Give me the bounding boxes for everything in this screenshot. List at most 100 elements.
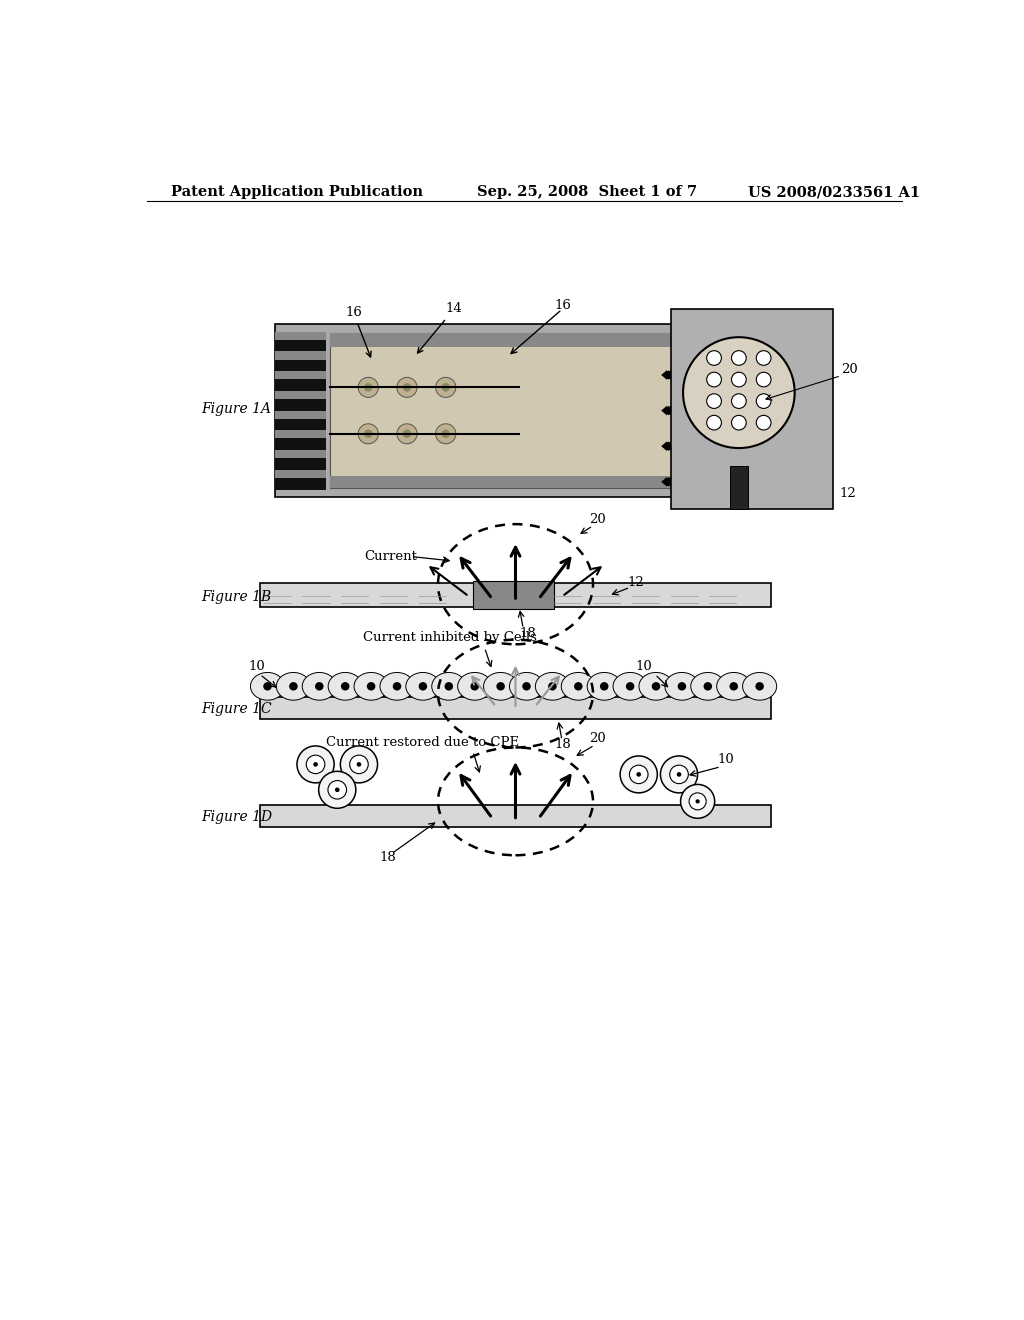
Circle shape: [677, 772, 681, 776]
Circle shape: [397, 424, 417, 444]
Polygon shape: [665, 478, 676, 487]
Circle shape: [731, 416, 746, 430]
Circle shape: [630, 766, 648, 784]
Text: 10: 10: [636, 660, 652, 673]
Circle shape: [681, 784, 715, 818]
Circle shape: [731, 351, 746, 366]
Circle shape: [757, 372, 771, 387]
Bar: [275, 430, 326, 438]
Circle shape: [707, 416, 722, 430]
Polygon shape: [671, 442, 682, 451]
Circle shape: [364, 429, 373, 438]
Polygon shape: [671, 478, 682, 487]
Bar: [729, 466, 749, 508]
Ellipse shape: [354, 672, 388, 700]
Bar: [275, 359, 326, 371]
Circle shape: [756, 682, 764, 690]
Polygon shape: [667, 371, 678, 380]
Bar: [330, 333, 675, 488]
Circle shape: [318, 771, 356, 808]
Text: 16: 16: [345, 306, 371, 356]
Ellipse shape: [639, 672, 673, 700]
Circle shape: [335, 788, 340, 792]
Ellipse shape: [432, 672, 466, 700]
Circle shape: [678, 682, 686, 690]
Bar: [330, 477, 675, 488]
Circle shape: [621, 756, 657, 793]
Circle shape: [548, 682, 557, 690]
Text: Figure 1C: Figure 1C: [202, 702, 272, 715]
Polygon shape: [662, 371, 672, 380]
Text: 14: 14: [418, 302, 463, 352]
Bar: [275, 450, 326, 458]
Circle shape: [313, 762, 317, 767]
Polygon shape: [671, 371, 682, 380]
Polygon shape: [669, 478, 680, 487]
Circle shape: [297, 746, 334, 783]
Circle shape: [660, 756, 697, 793]
Text: Sep. 25, 2008  Sheet 1 of 7: Sep. 25, 2008 Sheet 1 of 7: [477, 185, 697, 199]
Polygon shape: [664, 442, 674, 451]
Text: 16: 16: [554, 298, 571, 312]
Text: 18: 18: [554, 738, 571, 751]
Circle shape: [574, 682, 583, 690]
Ellipse shape: [717, 672, 751, 700]
Circle shape: [731, 372, 746, 387]
Text: 20: 20: [589, 512, 606, 525]
Polygon shape: [662, 407, 672, 416]
Bar: [275, 478, 326, 490]
Ellipse shape: [406, 672, 440, 700]
Ellipse shape: [302, 672, 336, 700]
Bar: [275, 438, 326, 450]
Circle shape: [670, 766, 688, 784]
Bar: [275, 331, 326, 339]
Bar: [275, 351, 326, 359]
Polygon shape: [667, 478, 678, 487]
Bar: [330, 333, 675, 347]
Bar: [275, 339, 326, 351]
Bar: [260, 582, 480, 607]
Bar: [260, 805, 771, 826]
Text: 18: 18: [380, 851, 396, 865]
Circle shape: [707, 393, 722, 408]
Circle shape: [695, 799, 699, 804]
Polygon shape: [665, 371, 676, 380]
Bar: [275, 418, 326, 430]
Ellipse shape: [510, 672, 544, 700]
Circle shape: [402, 383, 412, 392]
Bar: [275, 379, 326, 391]
Circle shape: [393, 682, 401, 690]
Circle shape: [757, 393, 771, 408]
Circle shape: [707, 351, 722, 366]
Polygon shape: [665, 407, 676, 416]
Circle shape: [356, 762, 361, 767]
Circle shape: [600, 682, 608, 690]
Circle shape: [358, 378, 378, 397]
Bar: [550, 582, 771, 607]
Bar: [275, 411, 326, 418]
Polygon shape: [667, 407, 678, 416]
Text: Figure 1A: Figure 1A: [202, 401, 271, 416]
Circle shape: [689, 793, 707, 810]
Bar: [275, 458, 326, 470]
Text: 12: 12: [628, 576, 645, 589]
Circle shape: [364, 383, 373, 392]
Ellipse shape: [613, 672, 647, 700]
Circle shape: [435, 424, 456, 444]
Polygon shape: [667, 442, 678, 451]
Circle shape: [703, 682, 712, 690]
Ellipse shape: [276, 672, 310, 700]
Polygon shape: [665, 442, 676, 451]
Text: 10: 10: [248, 660, 265, 673]
Text: Current: Current: [365, 550, 417, 564]
Polygon shape: [664, 407, 674, 416]
Circle shape: [349, 755, 369, 774]
Circle shape: [729, 682, 738, 690]
Text: Figure 1B: Figure 1B: [202, 590, 272, 605]
Polygon shape: [669, 442, 680, 451]
Circle shape: [683, 337, 795, 447]
Circle shape: [367, 682, 376, 690]
Circle shape: [441, 429, 450, 438]
Circle shape: [263, 682, 271, 690]
Circle shape: [651, 682, 660, 690]
